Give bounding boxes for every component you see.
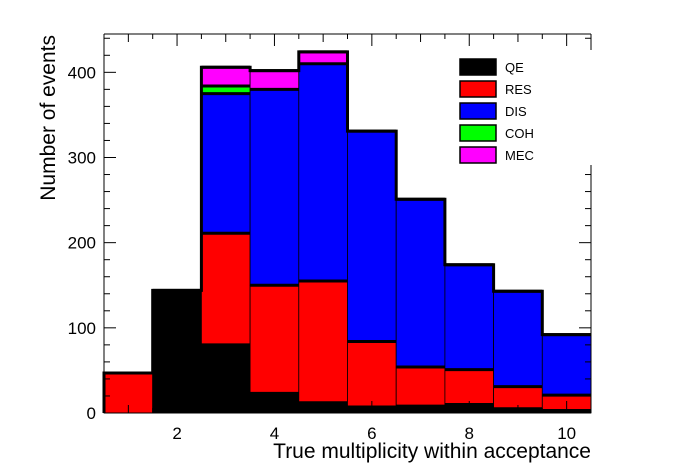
legend: QE RES DIS COH MEC (450, 50, 592, 165)
legend-swatch-mec (459, 146, 497, 164)
x-tick-label: 2 (172, 424, 181, 443)
bar-mec-bin-5 (298, 51, 348, 65)
x-tick-label: 8 (465, 424, 474, 443)
bar-dis-bin-3 (200, 93, 251, 234)
legend-label-res: RES (505, 82, 532, 97)
bar-res-bin-5 (298, 280, 348, 404)
bar-dis-bin-6 (347, 130, 397, 342)
bar-res-bin-3 (200, 232, 251, 346)
x-tick-label: 4 (270, 424, 279, 443)
x-tick-label: 10 (557, 424, 576, 443)
legend-swatch-dis (459, 102, 497, 120)
bar-dis-bin-4 (249, 88, 300, 286)
bar-dis-bin-10 (541, 334, 592, 396)
bar-dis-bin-7 (395, 198, 446, 368)
y-axis-title: Number of events (37, 35, 60, 201)
bar-dis-bin-8 (444, 264, 494, 370)
y-tick-label: 200 (68, 234, 96, 253)
legend-swatch-qe (459, 58, 497, 76)
bar-mec-bin-4 (249, 70, 300, 90)
x-axis-title: True multiplicity within acceptance (273, 440, 591, 463)
y-tick-label: 400 (68, 63, 96, 82)
bar-res-bin-7 (395, 366, 446, 407)
bar-mec-bin-3 (200, 66, 251, 87)
legend-swatch-coh (459, 124, 497, 142)
bar-dis-bin-9 (493, 290, 543, 387)
bar-dis-bin-5 (298, 63, 348, 282)
legend-swatch-res (459, 80, 497, 98)
x-tick-label: 6 (367, 424, 376, 443)
legend-label-coh: COH (505, 126, 534, 141)
legend-label-mec: MEC (505, 148, 534, 163)
bar-res-bin-8 (444, 369, 494, 405)
bar-res-bin-4 (249, 284, 300, 394)
bar-qe-bin-2 (152, 289, 202, 414)
legend-label-dis: DIS (505, 104, 527, 119)
total-step-outline (102, 50, 591, 413)
y-tick-label: 300 (68, 148, 96, 167)
bar-qe-bin-3 (200, 344, 251, 414)
y-tick-label: 100 (68, 319, 96, 338)
bar-res-bin-6 (347, 341, 397, 408)
histogram-total-outline (102, 50, 591, 413)
legend-label-qe: QE (505, 60, 524, 75)
axis-ticks (104, 34, 591, 414)
y-tick-label: 0 (87, 404, 96, 423)
